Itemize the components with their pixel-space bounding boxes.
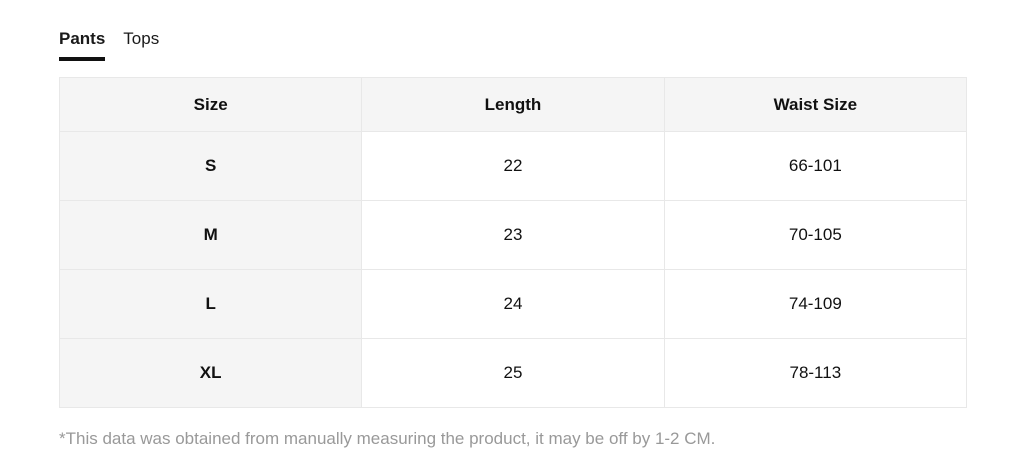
length-cell: 25 [361, 338, 665, 408]
length-cell: 23 [361, 200, 665, 270]
size-cell: M [58, 200, 363, 270]
length-cell: 22 [361, 131, 665, 201]
column-header-waist-size: Waist Size [663, 77, 968, 132]
waist-size-cell: 78-113 [663, 338, 968, 408]
tab-pants-label: Pants [59, 29, 106, 48]
tab-pants[interactable]: Pants [59, 28, 106, 61]
column-header-size: Size [58, 77, 363, 132]
table-row: M 23 70-105 [58, 200, 968, 270]
waist-size-cell: 70-105 [663, 200, 968, 270]
size-cell: S [58, 131, 363, 201]
length-cell: 24 [361, 269, 665, 339]
table-row: S 22 66-101 [58, 131, 968, 201]
waist-size-cell: 66-101 [663, 131, 968, 201]
size-cell: L [58, 269, 363, 339]
size-chart-table: Size Length Waist Size S 22 66-101 M 23 … [58, 77, 968, 408]
waist-size-cell: 74-109 [663, 269, 968, 339]
table-row: L 24 74-109 [58, 269, 968, 339]
size-cell: XL [58, 338, 363, 408]
measurement-disclaimer: *This data was obtained from manually me… [59, 429, 716, 448]
table-header-row: Size Length Waist Size [58, 77, 968, 132]
category-tabs: Pants Tops [59, 28, 967, 61]
column-header-length: Length [361, 77, 665, 132]
table-row: XL 25 78-113 [58, 338, 968, 408]
tab-tops[interactable]: Tops [123, 28, 159, 61]
tab-tops-label: Tops [123, 29, 160, 48]
